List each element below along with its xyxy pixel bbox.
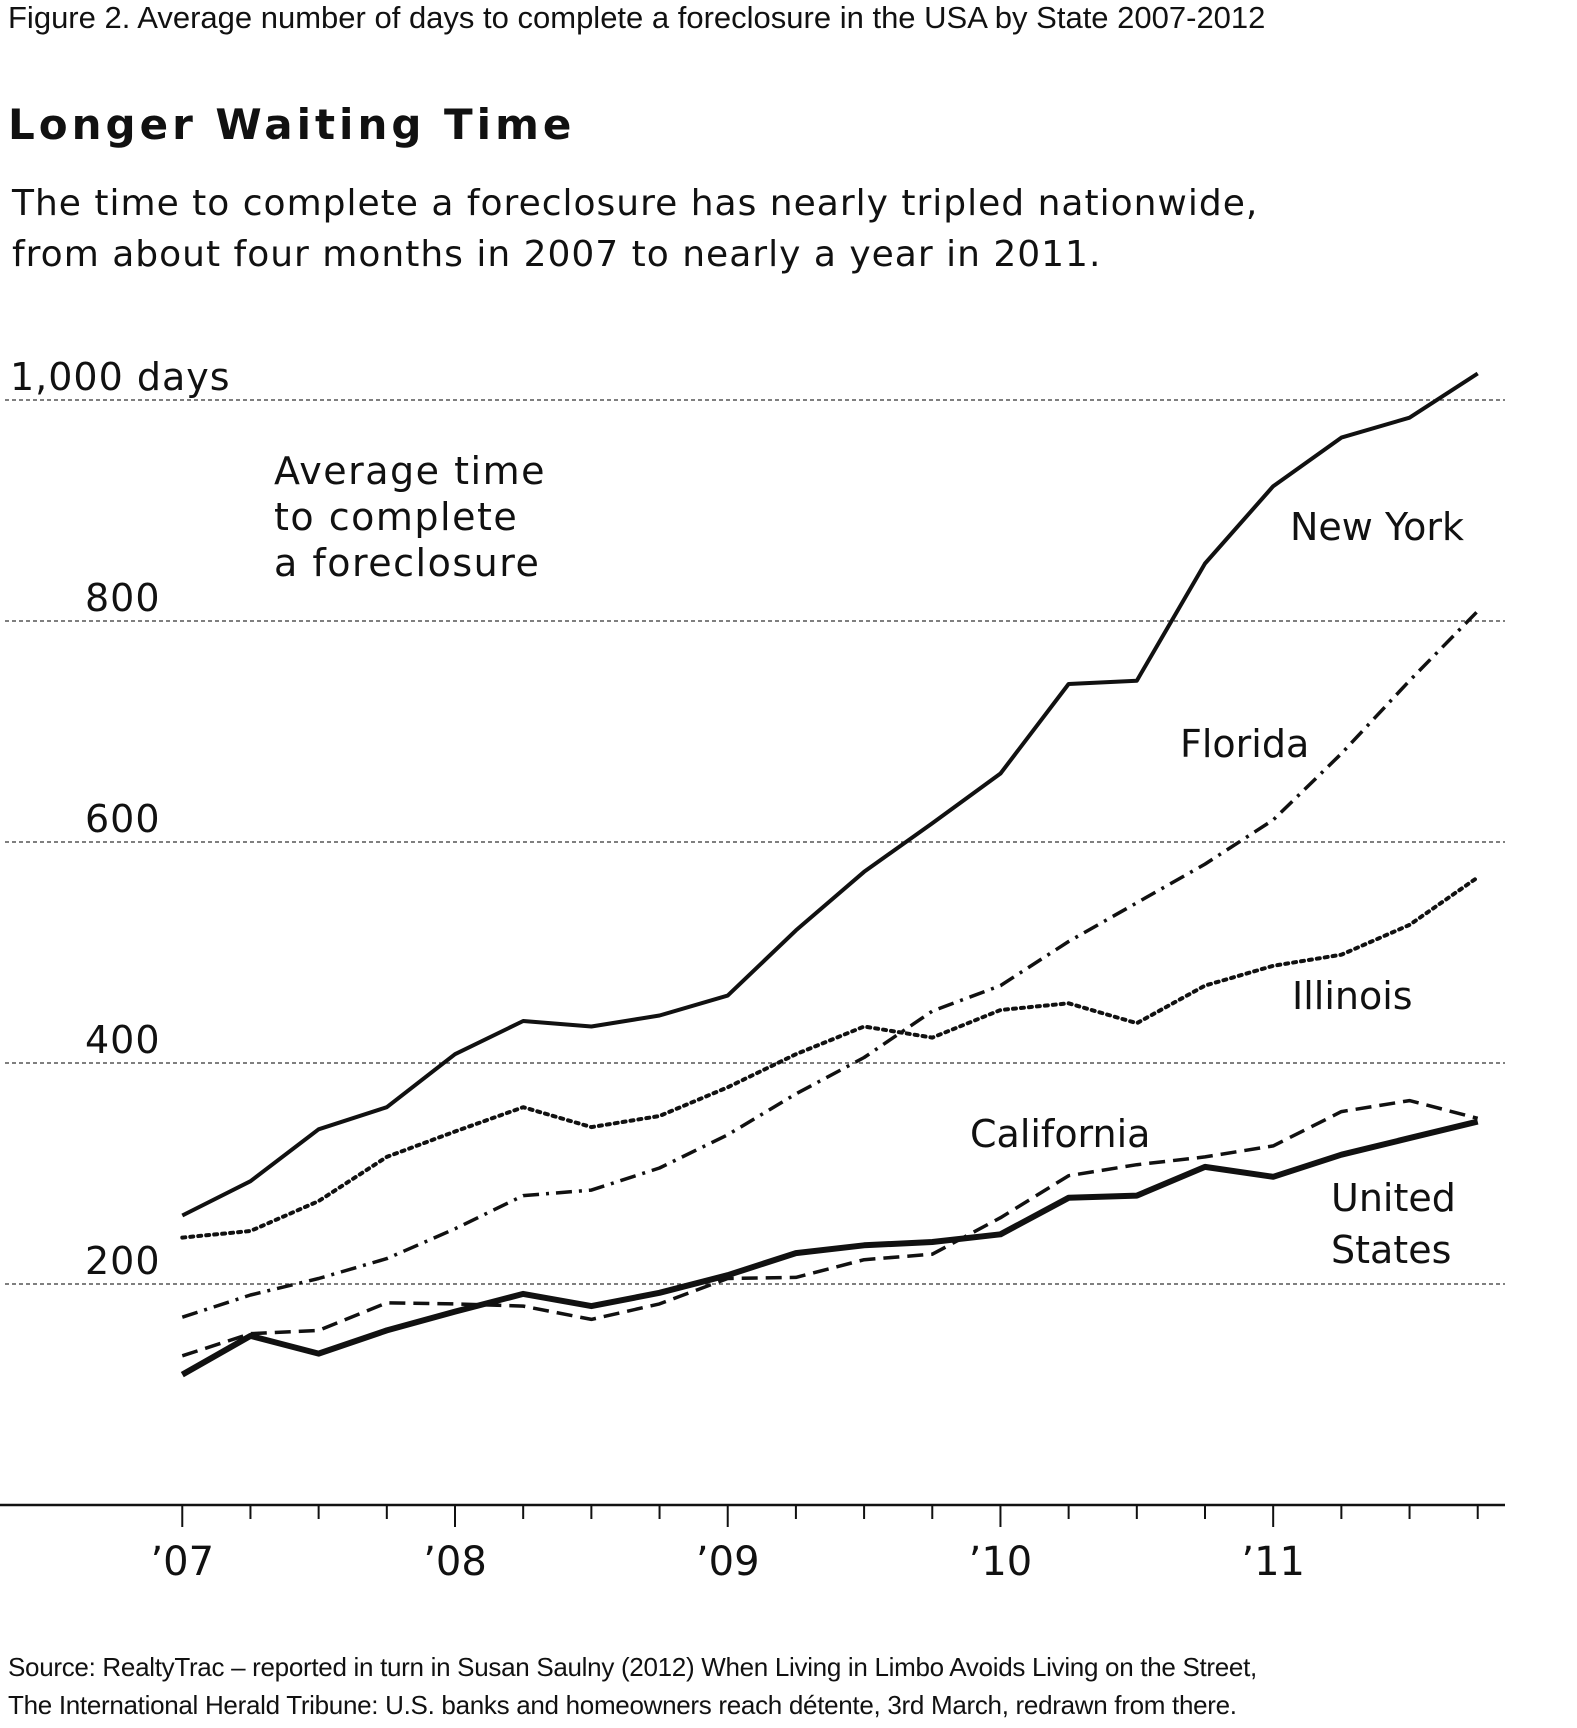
series-label-california: California bbox=[970, 1112, 1150, 1156]
series-label-united-states-2: States bbox=[1331, 1228, 1451, 1272]
source-line-2: The International Herald Tribune: U.S. b… bbox=[8, 1690, 1237, 1720]
x-tick-label-09: ’09 bbox=[696, 1539, 760, 1585]
y-tick-label-400: 400 bbox=[85, 1018, 161, 1062]
series-label-illinois: Illinois bbox=[1292, 974, 1413, 1018]
x-tick-label-07: ’07 bbox=[150, 1539, 214, 1585]
annotation-line-1: Average time bbox=[274, 449, 546, 493]
y-tick-label-800: 800 bbox=[85, 576, 161, 620]
series-line-california bbox=[181, 1098, 1479, 1358]
series-line-united-states bbox=[180, 1118, 1479, 1378]
y-tick-label-1000: 1,000 days bbox=[10, 355, 231, 399]
chart-headline: Longer Waiting Time bbox=[8, 100, 576, 149]
series-label-florida: Florida bbox=[1180, 722, 1309, 766]
subtitle-line-2: from about four months in 2007 to nearly… bbox=[12, 234, 1102, 275]
x-tick-label-10: ’10 bbox=[969, 1539, 1033, 1585]
annotation-line-2: to complete bbox=[274, 495, 518, 539]
gridlines bbox=[5, 399, 1505, 1285]
figure-caption: Figure 2. Average number of days to comp… bbox=[8, 0, 1266, 35]
source-note: Source: RealtyTrac – reported in turn in… bbox=[8, 1648, 1257, 1724]
x-axis bbox=[0, 1503, 1505, 1527]
x-tick-label-11: ’11 bbox=[1241, 1539, 1305, 1585]
source-line-1: Source: RealtyTrac – reported in turn in… bbox=[8, 1652, 1257, 1682]
annotation-line-3: a foreclosure bbox=[274, 541, 540, 585]
x-tick-labels: ’07 ’08 ’09 ’10 ’11 bbox=[150, 1539, 1305, 1585]
y-tick-label-200: 200 bbox=[85, 1239, 161, 1283]
series-line-new-york bbox=[181, 371, 1479, 1218]
subtitle-line-1: The time to complete a foreclosure has n… bbox=[12, 183, 1259, 224]
y-tick-label-600: 600 bbox=[85, 797, 161, 841]
chart-subtitle: The time to complete a foreclosure has n… bbox=[12, 178, 1258, 280]
series-line-florida bbox=[181, 609, 1479, 1319]
series-lines bbox=[180, 371, 1480, 1378]
series-label-united-states-1: United bbox=[1331, 1176, 1456, 1220]
series-line-illinois bbox=[180, 875, 1480, 1240]
x-tick-label-08: ’08 bbox=[423, 1539, 487, 1585]
line-chart: 200 400 600 800 1,000 days ’07 ’08 ’09 ’10 ’11 N… bbox=[0, 355, 1505, 1585]
y-tick-labels: 200 400 600 800 1,000 days bbox=[10, 355, 231, 1283]
series-label-new-york: New York bbox=[1290, 505, 1464, 549]
series-labels: New York Florida Illinois California United S… bbox=[970, 505, 1464, 1272]
